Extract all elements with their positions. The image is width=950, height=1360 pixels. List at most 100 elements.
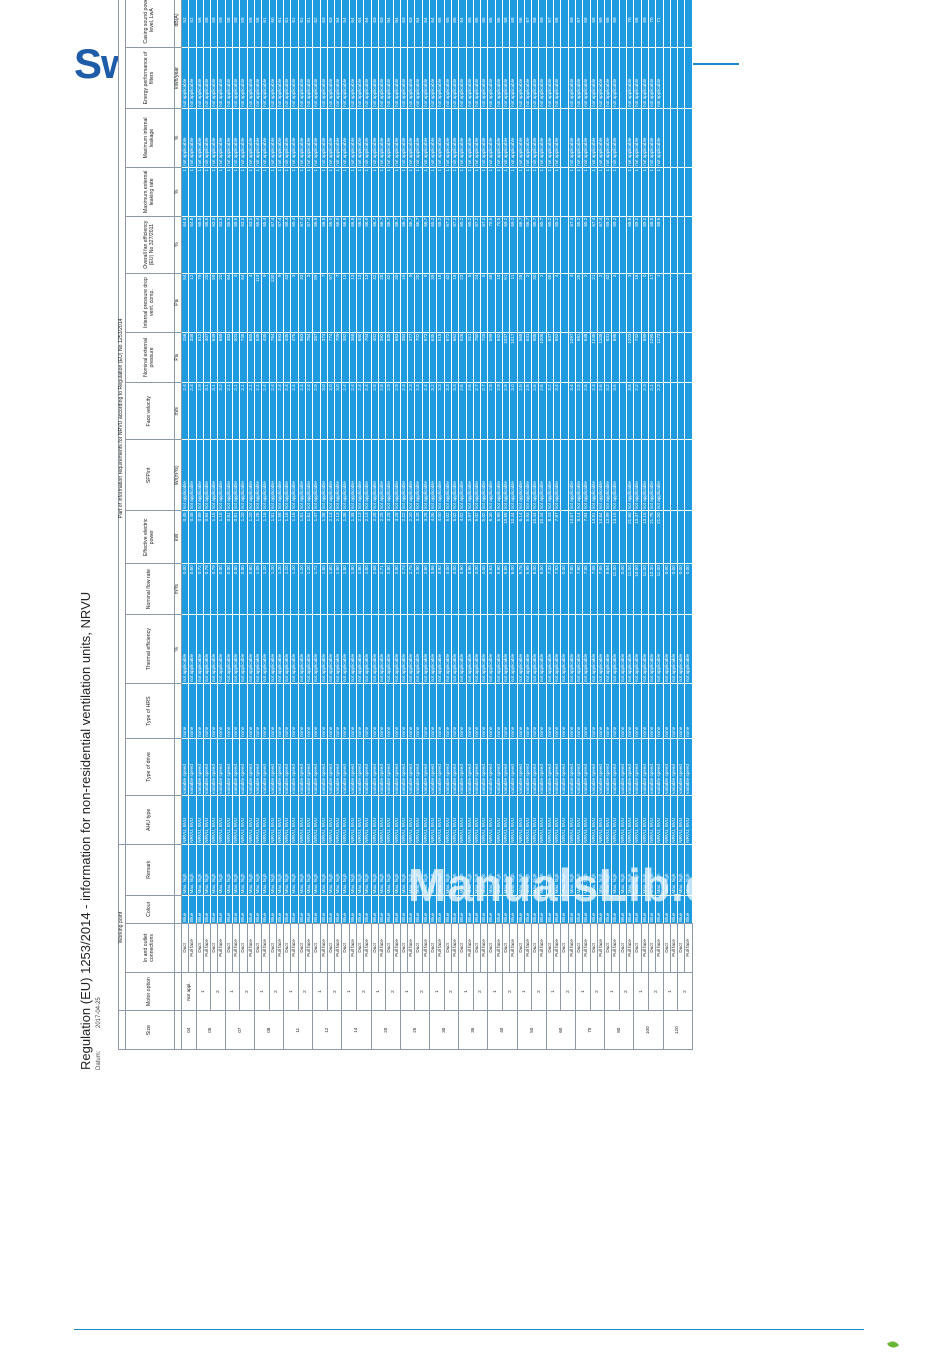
data-cell: Blue bbox=[320, 895, 328, 924]
flow-cell: 2.73 bbox=[400, 563, 408, 615]
connection-cell: Duct bbox=[385, 923, 394, 973]
data-cell: NRVU, BVU bbox=[407, 795, 415, 845]
data-cell: NRVU, BVU bbox=[217, 795, 226, 845]
sfp-cell bbox=[619, 439, 627, 511]
velocity-cell: 3.0 bbox=[327, 382, 335, 440]
data-cell: Max. high bbox=[363, 844, 372, 896]
sound-cell: 64 bbox=[429, 0, 437, 48]
flow-cell: 1.20 bbox=[305, 563, 313, 615]
table-row: 2 Duct Blue Max. high NRVU, BVU variable spee… bbox=[414, 0, 430, 1050]
pressure-drop-cell: 18 bbox=[451, 273, 459, 333]
data-cell: Blue bbox=[451, 895, 459, 924]
unit-header: % bbox=[174, 614, 182, 684]
sound-cell: 61 bbox=[290, 0, 299, 48]
filter-cell: not applicable bbox=[444, 47, 452, 109]
data-cell: none bbox=[385, 683, 394, 739]
fan-efficiency-cell: 63.5 bbox=[239, 216, 248, 274]
size-cell: 30 bbox=[429, 1010, 459, 1050]
power-cell: 5.99 bbox=[495, 510, 503, 564]
pressure-cell: 518 bbox=[436, 332, 445, 383]
pressure-drop-cell: 54 bbox=[181, 273, 189, 333]
filter-cell: not applicable bbox=[232, 47, 240, 109]
velocity-cell: 2.4 bbox=[341, 382, 350, 440]
data-cell: NRVU, BVU bbox=[276, 795, 284, 845]
sound-cell: 67 bbox=[524, 0, 532, 48]
connection-cell: Full face bbox=[626, 923, 634, 973]
data-cell: NRVU, BVU bbox=[648, 795, 656, 845]
int-leak-cell bbox=[663, 108, 671, 168]
int-leak-cell bbox=[560, 108, 569, 168]
table-row: Full face Blue Max. high NRVU, BVU variable … bbox=[232, 0, 240, 1050]
ext-leak-cell: 1 bbox=[349, 167, 357, 217]
sfp-cell: not applicable bbox=[538, 439, 547, 511]
sfp-cell: not applicable bbox=[495, 439, 503, 511]
fan-efficiency-cell: 65.2 bbox=[466, 216, 474, 274]
velocity-cell bbox=[670, 382, 678, 440]
int-leak-cell: not applicable bbox=[181, 108, 189, 168]
data-cell: Max. high bbox=[196, 844, 204, 896]
flow-cell: 11.00 bbox=[611, 563, 620, 615]
ext-leak-cell: 1 bbox=[509, 167, 518, 217]
pressure-cell: 865 bbox=[247, 332, 255, 383]
ext-leak-cell: 1 bbox=[648, 167, 656, 217]
filter-cell: not applicable bbox=[641, 47, 649, 109]
unit-header: % bbox=[174, 108, 182, 168]
connection-cell: Duct bbox=[371, 923, 379, 973]
velocity-cell bbox=[684, 382, 693, 440]
fan-efficiency-cell: 68.5 bbox=[655, 216, 664, 274]
data-cell: NRVU, BVU bbox=[290, 795, 299, 845]
motor-option-cell: 2 bbox=[356, 972, 372, 1011]
velocity-cell: 2.1 bbox=[247, 382, 255, 440]
power-cell: 5.02 bbox=[444, 510, 452, 564]
connection-cell: Full face bbox=[188, 923, 197, 973]
data-cell: variable speed bbox=[269, 738, 277, 796]
motor-option-cell: 2 bbox=[414, 972, 430, 1011]
data-cell: variable speed bbox=[436, 738, 445, 796]
int-leak-cell: not applicable bbox=[334, 108, 342, 168]
table-row: 35 1 Duct Blue Max. high NRVU, BVU variable sp… bbox=[458, 0, 488, 1050]
ext-leak-cell: 1 bbox=[327, 167, 335, 217]
table-row: 25 1 Duct Blue Max. high NRVU, BVU variable sp… bbox=[400, 0, 430, 1050]
flow-cell: 2.80 bbox=[422, 563, 430, 615]
flow-cell: 10.30 bbox=[648, 563, 656, 615]
data-cell: Blue bbox=[341, 895, 350, 924]
connection-cell: Full face bbox=[320, 923, 328, 973]
int-leak-cell: not applicable bbox=[553, 108, 561, 168]
unit-header: Pa bbox=[174, 332, 182, 383]
data-cell: variable speed bbox=[349, 738, 357, 796]
pressure-cell: 483 bbox=[225, 332, 233, 383]
connection-cell: Full face bbox=[393, 923, 401, 973]
connection-cell: Full face bbox=[232, 923, 240, 973]
fan-efficiency-cell: 66.0 bbox=[363, 216, 372, 274]
filter-cell: not applicable bbox=[247, 47, 255, 109]
fan-efficiency-cell: 67.2 bbox=[451, 216, 459, 274]
sfp-cell: not applicable bbox=[378, 439, 386, 511]
filter-cell: not applicable bbox=[648, 47, 656, 109]
data-cell: not applicable bbox=[276, 614, 284, 684]
int-leak-cell: not applicable bbox=[444, 108, 452, 168]
data-cell: Max. high bbox=[451, 844, 459, 896]
sound-cell: 66 bbox=[495, 0, 503, 48]
velocity-cell: 2.8 bbox=[487, 382, 496, 440]
data-cell: not applicable bbox=[356, 614, 364, 684]
int-leak-cell: not applicable bbox=[436, 108, 445, 168]
data-cell: variable speed bbox=[641, 738, 649, 796]
data-cell: variable speed bbox=[524, 738, 532, 796]
power-cell: 0.81 bbox=[232, 510, 240, 564]
data-cell: Blue bbox=[400, 895, 408, 924]
motor-option-cell: 2 bbox=[444, 972, 459, 1011]
data-cell: Max. high bbox=[546, 844, 554, 896]
motor-option-cell: 2 bbox=[619, 972, 634, 1011]
column-header: Thermal efficiency bbox=[125, 614, 175, 684]
data-cell: not applicable bbox=[502, 614, 510, 684]
pressure-cell: 702 bbox=[414, 332, 423, 383]
sfp-cell: not applicable bbox=[283, 439, 291, 511]
flow-cell: 4.00 bbox=[451, 563, 459, 615]
data-cell: Max. high bbox=[290, 844, 299, 896]
unit-header: m/s bbox=[174, 382, 182, 440]
filter-cell: not applicable bbox=[422, 47, 430, 109]
data-cell: variable speed bbox=[400, 738, 408, 796]
pressure-cell: 392 bbox=[378, 332, 386, 383]
column-header: Maximum external leaking rate bbox=[125, 167, 175, 217]
pressure-drop-cell: 20 bbox=[414, 273, 423, 333]
